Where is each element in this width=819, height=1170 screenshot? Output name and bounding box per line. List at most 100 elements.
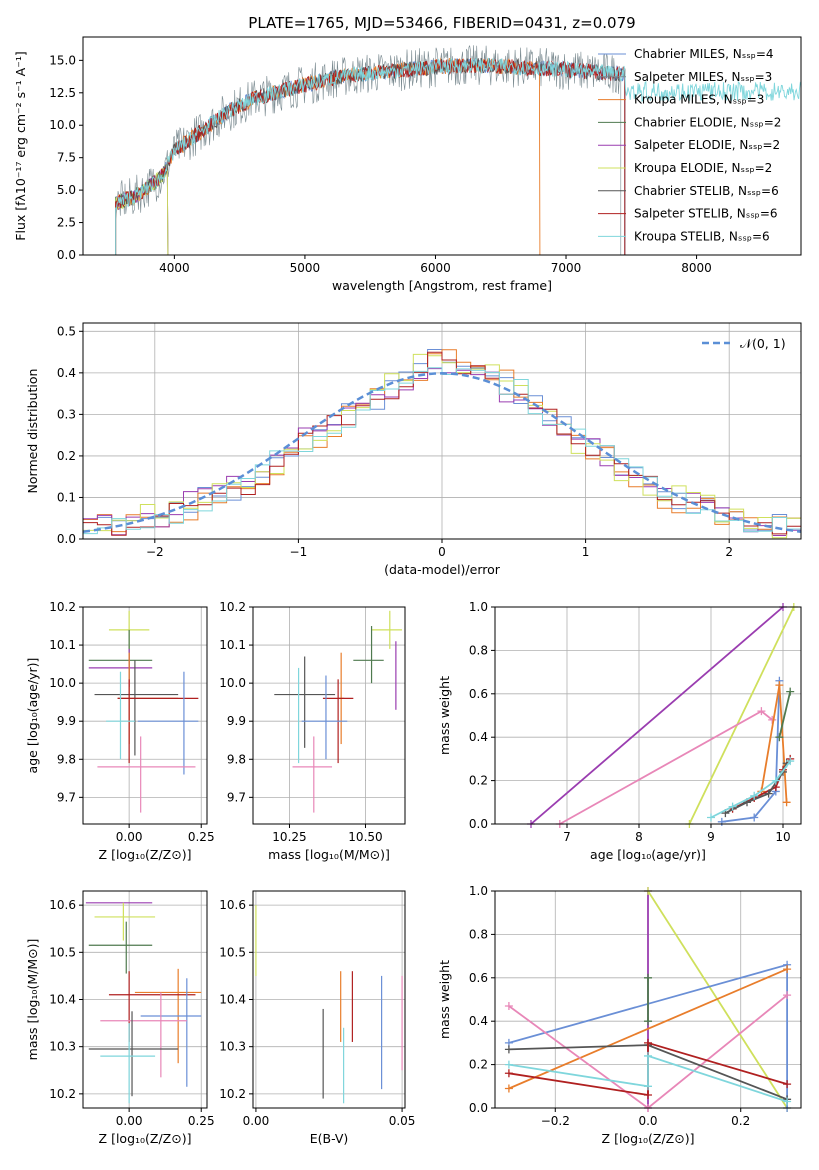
- y-tick-label: 9.8: [57, 752, 76, 766]
- y-tick-label: 9.8: [227, 752, 246, 766]
- weight-marker: [786, 757, 795, 766]
- y-axis-label: mass [log₁₀(M/M⊙)]: [25, 939, 40, 1061]
- legend-label: Chabrier STELIB, Nₛₛₚ=6: [634, 184, 779, 198]
- axes-frame: [494, 606, 802, 825]
- x-axis-label: Z [log₁₀(Z/Z⊙)]: [602, 1131, 695, 1146]
- weight-marker: [728, 802, 737, 811]
- legend-label: Chabrier ELODIE, Nₛₛₚ=2: [634, 115, 781, 129]
- x-axis-label: age [log₁₀(age/yr)]: [590, 847, 706, 862]
- y-tick-label: 10.0: [49, 118, 76, 132]
- y-tick-label: 10.6: [49, 898, 76, 912]
- weight-marker: [504, 1060, 513, 1069]
- weight-marker: [644, 1090, 652, 1099]
- x-tick-label: 2: [725, 545, 733, 559]
- weight-marker: [764, 789, 773, 798]
- weight-series-5: [778, 691, 792, 738]
- y-tick-label: 0.2: [469, 774, 488, 788]
- legend-label: 𝒩(0, 1): [740, 336, 786, 351]
- axes-frame: [82, 322, 802, 540]
- x-tick-label: −1: [290, 545, 308, 559]
- weight-marker: [504, 1045, 513, 1054]
- y-tick-label: 7.5: [57, 151, 76, 165]
- weight-series-8: [710, 760, 791, 819]
- y-tick-label: 10.1: [49, 638, 76, 652]
- spectrum-series-0: [115, 57, 626, 255]
- weight-marker: [504, 1002, 513, 1011]
- y-tick-label: 10.4: [49, 993, 76, 1007]
- y-tick-label: 10.3: [219, 1040, 246, 1054]
- x-tick-label: 6000: [420, 261, 451, 275]
- y-tick-label: 10.5: [219, 945, 246, 959]
- x-tick-label: 0.05: [389, 1114, 416, 1128]
- legend-label: Salpeter STELIB, Nₛₛₚ=6: [634, 207, 778, 221]
- y-tick-label: 0.0: [469, 817, 488, 831]
- histogram-series-4: [83, 351, 801, 536]
- weight-marker: [504, 1069, 513, 1078]
- x-tick-label: −2: [146, 545, 164, 559]
- weight-series-3: [721, 680, 781, 823]
- legend-label: Kroupa MILES, Nₛₛₚ=3: [634, 93, 764, 107]
- x-tick-label: 0.00: [116, 830, 143, 844]
- axes-frame: [82, 606, 208, 825]
- y-tick-label: 10.5: [49, 945, 76, 959]
- spectrum-series-8: [115, 57, 801, 255]
- y-tick-label: 0.0: [469, 1101, 488, 1115]
- y-tick-label: 0.5: [57, 324, 76, 338]
- x-tick-label: 0.00: [243, 1114, 270, 1128]
- x-tick-label: 4000: [159, 261, 190, 275]
- y-tick-label: 10.2: [49, 600, 76, 614]
- y-tick-label: 15.0: [49, 53, 76, 67]
- axes-frame: [494, 890, 802, 1109]
- y-tick-label: 10.4: [219, 993, 246, 1007]
- y-axis-label: mass weight: [437, 676, 452, 755]
- x-tick-label: 1: [582, 545, 590, 559]
- axes-frame: [82, 36, 802, 256]
- x-tick-label: 8000: [681, 261, 712, 275]
- chart-title: PLATE=1765, MJD=53466, FIBERID=0431, z=0…: [248, 14, 635, 32]
- weight-marker: [644, 1017, 652, 1026]
- y-tick-label: 0.6: [469, 971, 488, 985]
- y-tick-label: 2.5: [57, 216, 76, 230]
- weight-marker: [644, 1038, 652, 1047]
- axes-frame: [252, 890, 406, 1109]
- y-tick-label: 10.2: [219, 600, 246, 614]
- x-tick-label: 0.25: [188, 1114, 215, 1128]
- y-tick-label: 0.3: [57, 407, 76, 421]
- weight-marker: [771, 776, 780, 785]
- weight-marker: [707, 813, 715, 822]
- weight-marker: [757, 707, 766, 716]
- x-tick-label: 0.2: [731, 1114, 750, 1128]
- y-tick-label: 0.2: [57, 449, 76, 463]
- normal-curve: [82, 372, 802, 533]
- legend-label: Salpeter ELODIE, Nₛₛₚ=2: [634, 138, 780, 152]
- y-tick-label: 1.0: [469, 884, 488, 898]
- weight-series-1: [688, 607, 795, 824]
- weight-marker: [750, 813, 759, 822]
- x-tick-label: 10.25: [272, 830, 306, 844]
- x-axis-label: Z [log₁₀(Z/Z⊙)]: [99, 847, 192, 862]
- y-tick-label: 10.2: [49, 1087, 76, 1101]
- x-tick-label: 0.00: [116, 1114, 143, 1128]
- axes-frame: [82, 890, 208, 1109]
- y-tick-label: 0.8: [469, 643, 488, 657]
- legend-label: Chabrier MILES, Nₛₛₚ=4: [634, 47, 774, 61]
- weight-marker: [717, 817, 726, 826]
- x-tick-label: 0.25: [188, 830, 215, 844]
- y-tick-label: 10.2: [219, 1087, 246, 1101]
- weight-marker: [644, 1051, 652, 1060]
- x-tick-label: −0.2: [541, 1114, 570, 1128]
- weight-series-4: [508, 994, 788, 1108]
- weight-series-2: [559, 710, 773, 824]
- x-axis-label: mass [log₁₀(M/M⊙)]: [268, 847, 390, 862]
- y-tick-label: 5.0: [57, 183, 76, 197]
- weight-marker: [783, 1080, 792, 1089]
- y-tick-label: 0.0: [57, 248, 76, 262]
- x-tick-label: 10: [775, 830, 790, 844]
- legend-label: Salpeter MILES, Nₛₛₚ=3: [634, 70, 772, 84]
- spectrum-series-7: [115, 58, 626, 255]
- weight-marker: [504, 1084, 513, 1093]
- weight-marker: [775, 733, 784, 742]
- x-axis-label: E(B-V): [310, 1131, 349, 1146]
- x-axis-label: (data-model)/error: [384, 562, 501, 577]
